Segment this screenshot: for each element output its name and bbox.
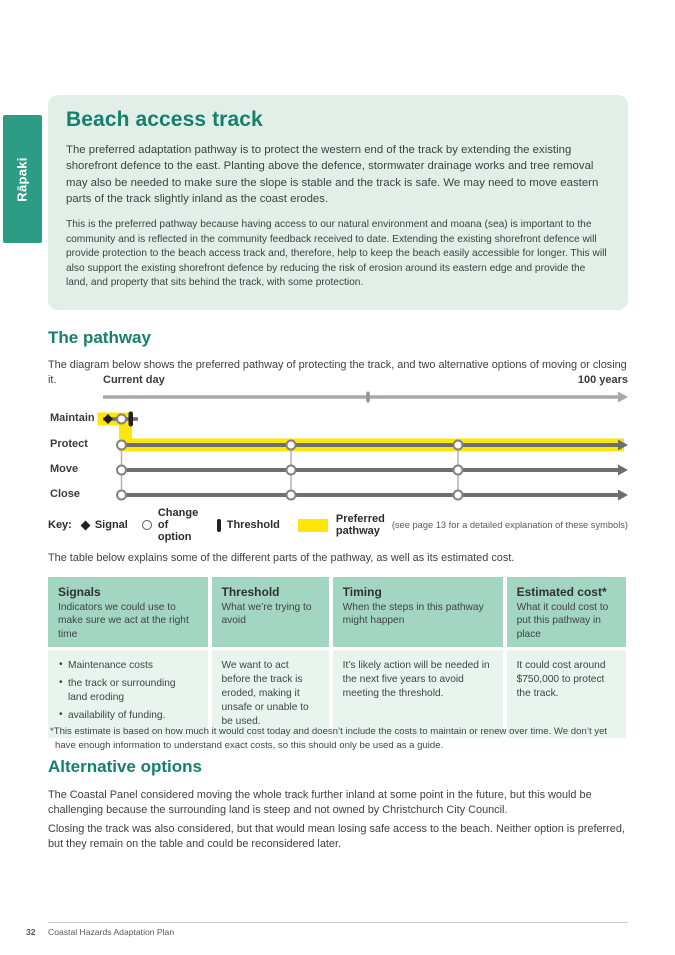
table-footnote: *This estimate is based on how much it w…	[50, 725, 608, 751]
change-of-option-node	[452, 464, 464, 476]
change-of-option-node	[116, 489, 127, 501]
table-cell-timing: It’s likely action will be needed in the…	[332, 650, 503, 738]
change-of-option-node	[116, 439, 127, 451]
signal-diamond-icon	[103, 414, 113, 424]
close-arrowhead-icon	[618, 489, 628, 501]
signal-icon	[80, 520, 91, 530]
threshold-bar-icon	[128, 411, 133, 427]
section-tab-label: Rāpaki	[15, 156, 30, 202]
timeline-end-label: 100 years	[577, 374, 628, 386]
section-tab-rapaki: Rāpaki	[3, 115, 42, 243]
table-cell-signals: Maintenance costs the track or surroundi…	[48, 650, 208, 738]
key-threshold-label: Threshold	[226, 519, 280, 531]
pathway-diagram	[97, 391, 628, 501]
column-subtitle: What it could cost to put this pathway i…	[516, 602, 609, 640]
change-of-option-node	[285, 464, 297, 476]
change-of-option-node	[116, 413, 127, 425]
change-of-option-icon	[141, 520, 152, 530]
preferred-pathway-highlight	[97, 412, 624, 452]
diagram-key: Key: Signal Change of option Threshold P…	[48, 507, 628, 543]
signal-bullet: Maintenance costs	[58, 658, 198, 673]
move-arrowhead-icon	[618, 464, 628, 476]
pathway-heading: The pathway	[48, 328, 151, 347]
change-of-option-node	[285, 489, 297, 501]
diagram-row-label-close: Close	[50, 488, 80, 500]
footer-divider	[48, 922, 628, 923]
diagram-row-label-move: Move	[50, 463, 79, 475]
alternative-heading: Alternative options	[48, 757, 202, 776]
column-title: Estimated cost*	[516, 585, 607, 599]
timeline-mid-tick	[366, 391, 370, 403]
change-of-option-node	[452, 489, 464, 501]
intro-paragraph-1: The preferred adaptation pathway is to p…	[66, 144, 599, 205]
signal-bullet: availability of funding.	[58, 708, 198, 723]
key-label: Key:	[48, 519, 72, 531]
timeline-arrowhead-icon	[618, 391, 628, 403]
intro-paragraph-2: This is the preferred pathway because ha…	[66, 219, 607, 289]
column-subtitle: What we’re trying to avoid	[221, 602, 312, 627]
table-cell-cost: It could cost around $750,000 to protect…	[506, 650, 627, 738]
table-header-threshold: Threshold What we’re trying to avoid	[211, 577, 329, 648]
signal-bullet: the track or surrounding land eroding	[58, 676, 198, 705]
table-cell-threshold: We want to act before the track is erode…	[211, 650, 329, 738]
key-signal-label: Signal	[94, 519, 128, 531]
key-preferred-label: Preferred pathway	[335, 513, 385, 537]
change-of-option-node	[116, 464, 127, 476]
timeline-start-label: Current day	[103, 374, 165, 386]
change-of-option-node	[285, 439, 297, 451]
preferred-pathway-swatch	[297, 518, 328, 532]
column-subtitle: When the steps in this pathway might hap…	[342, 602, 484, 627]
table-header-cost: Estimated cost* What it could cost to pu…	[506, 577, 627, 648]
intro-summary-box: Beach access track The preferred adaptat…	[48, 95, 628, 310]
threshold-icon	[216, 518, 221, 532]
table-header-signals: Signals Indicators we could use to make …	[48, 577, 208, 648]
column-title: Timing	[342, 585, 382, 599]
page-number: 32	[26, 927, 36, 937]
change-of-option-node	[452, 439, 464, 451]
alternative-paragraph-1: The Coastal Panel considered moving the …	[48, 789, 592, 817]
table-header-timing: Timing When the steps in this pathway mi…	[332, 577, 503, 648]
pathway-intro: The diagram below shows the preferred pa…	[48, 359, 627, 387]
diagram-row-label-protect: Protect	[50, 438, 88, 450]
column-title: Threshold	[221, 585, 280, 599]
column-subtitle: Indicators we could use to make sure we …	[58, 602, 189, 640]
page-title: Beach access track	[66, 108, 263, 131]
footer-document-title: Coastal Hazards Adaptation Plan	[48, 927, 175, 937]
key-change-label: Change of option	[157, 507, 199, 543]
protect-arrowhead-icon	[618, 439, 628, 451]
table-intro: The table below explains some of the dif…	[48, 552, 515, 564]
key-note: (see page 13 for a detailed explanation …	[391, 520, 628, 530]
diagram-row-label-maintain: Maintain	[50, 412, 95, 424]
pathway-table: Signals Indicators we could use to make …	[48, 577, 628, 738]
column-title: Signals	[58, 585, 101, 599]
alternative-paragraph-2: Closing the track was also considered, b…	[48, 823, 625, 851]
